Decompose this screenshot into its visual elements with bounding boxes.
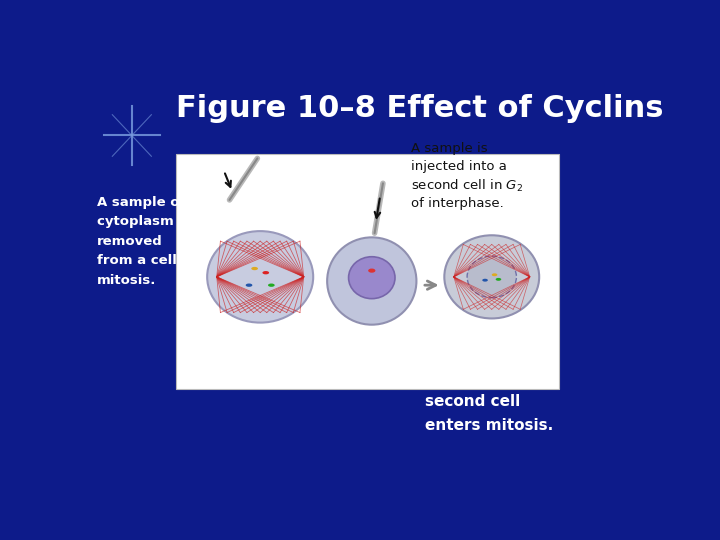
Text: As a result, the: As a result, the xyxy=(425,370,556,386)
Text: mitosis.: mitosis. xyxy=(96,274,156,287)
Ellipse shape xyxy=(492,273,498,276)
Text: cytoplasm is: cytoplasm is xyxy=(96,215,191,228)
Text: removed: removed xyxy=(96,235,163,248)
FancyBboxPatch shape xyxy=(176,154,559,389)
Text: second cell: second cell xyxy=(425,394,520,409)
Ellipse shape xyxy=(246,284,253,287)
Text: second cell in $G_2$: second cell in $G_2$ xyxy=(411,178,523,194)
Text: A sample is: A sample is xyxy=(411,141,487,155)
Text: from a cell in: from a cell in xyxy=(96,254,195,267)
Ellipse shape xyxy=(262,271,269,274)
Text: A sample of: A sample of xyxy=(96,196,185,209)
Ellipse shape xyxy=(482,279,488,282)
Ellipse shape xyxy=(495,278,501,281)
Text: Figure 10–8 Effect of Cyclins: Figure 10–8 Effect of Cyclins xyxy=(176,94,664,123)
Ellipse shape xyxy=(467,256,516,298)
Ellipse shape xyxy=(327,238,416,325)
Text: enters mitosis.: enters mitosis. xyxy=(425,418,553,433)
Ellipse shape xyxy=(348,256,395,299)
Text: of interphase.: of interphase. xyxy=(411,197,503,210)
Ellipse shape xyxy=(368,268,375,273)
Ellipse shape xyxy=(251,267,258,270)
Ellipse shape xyxy=(268,284,275,287)
Ellipse shape xyxy=(207,231,313,322)
Ellipse shape xyxy=(444,235,539,319)
Text: injected into a: injected into a xyxy=(411,160,507,173)
